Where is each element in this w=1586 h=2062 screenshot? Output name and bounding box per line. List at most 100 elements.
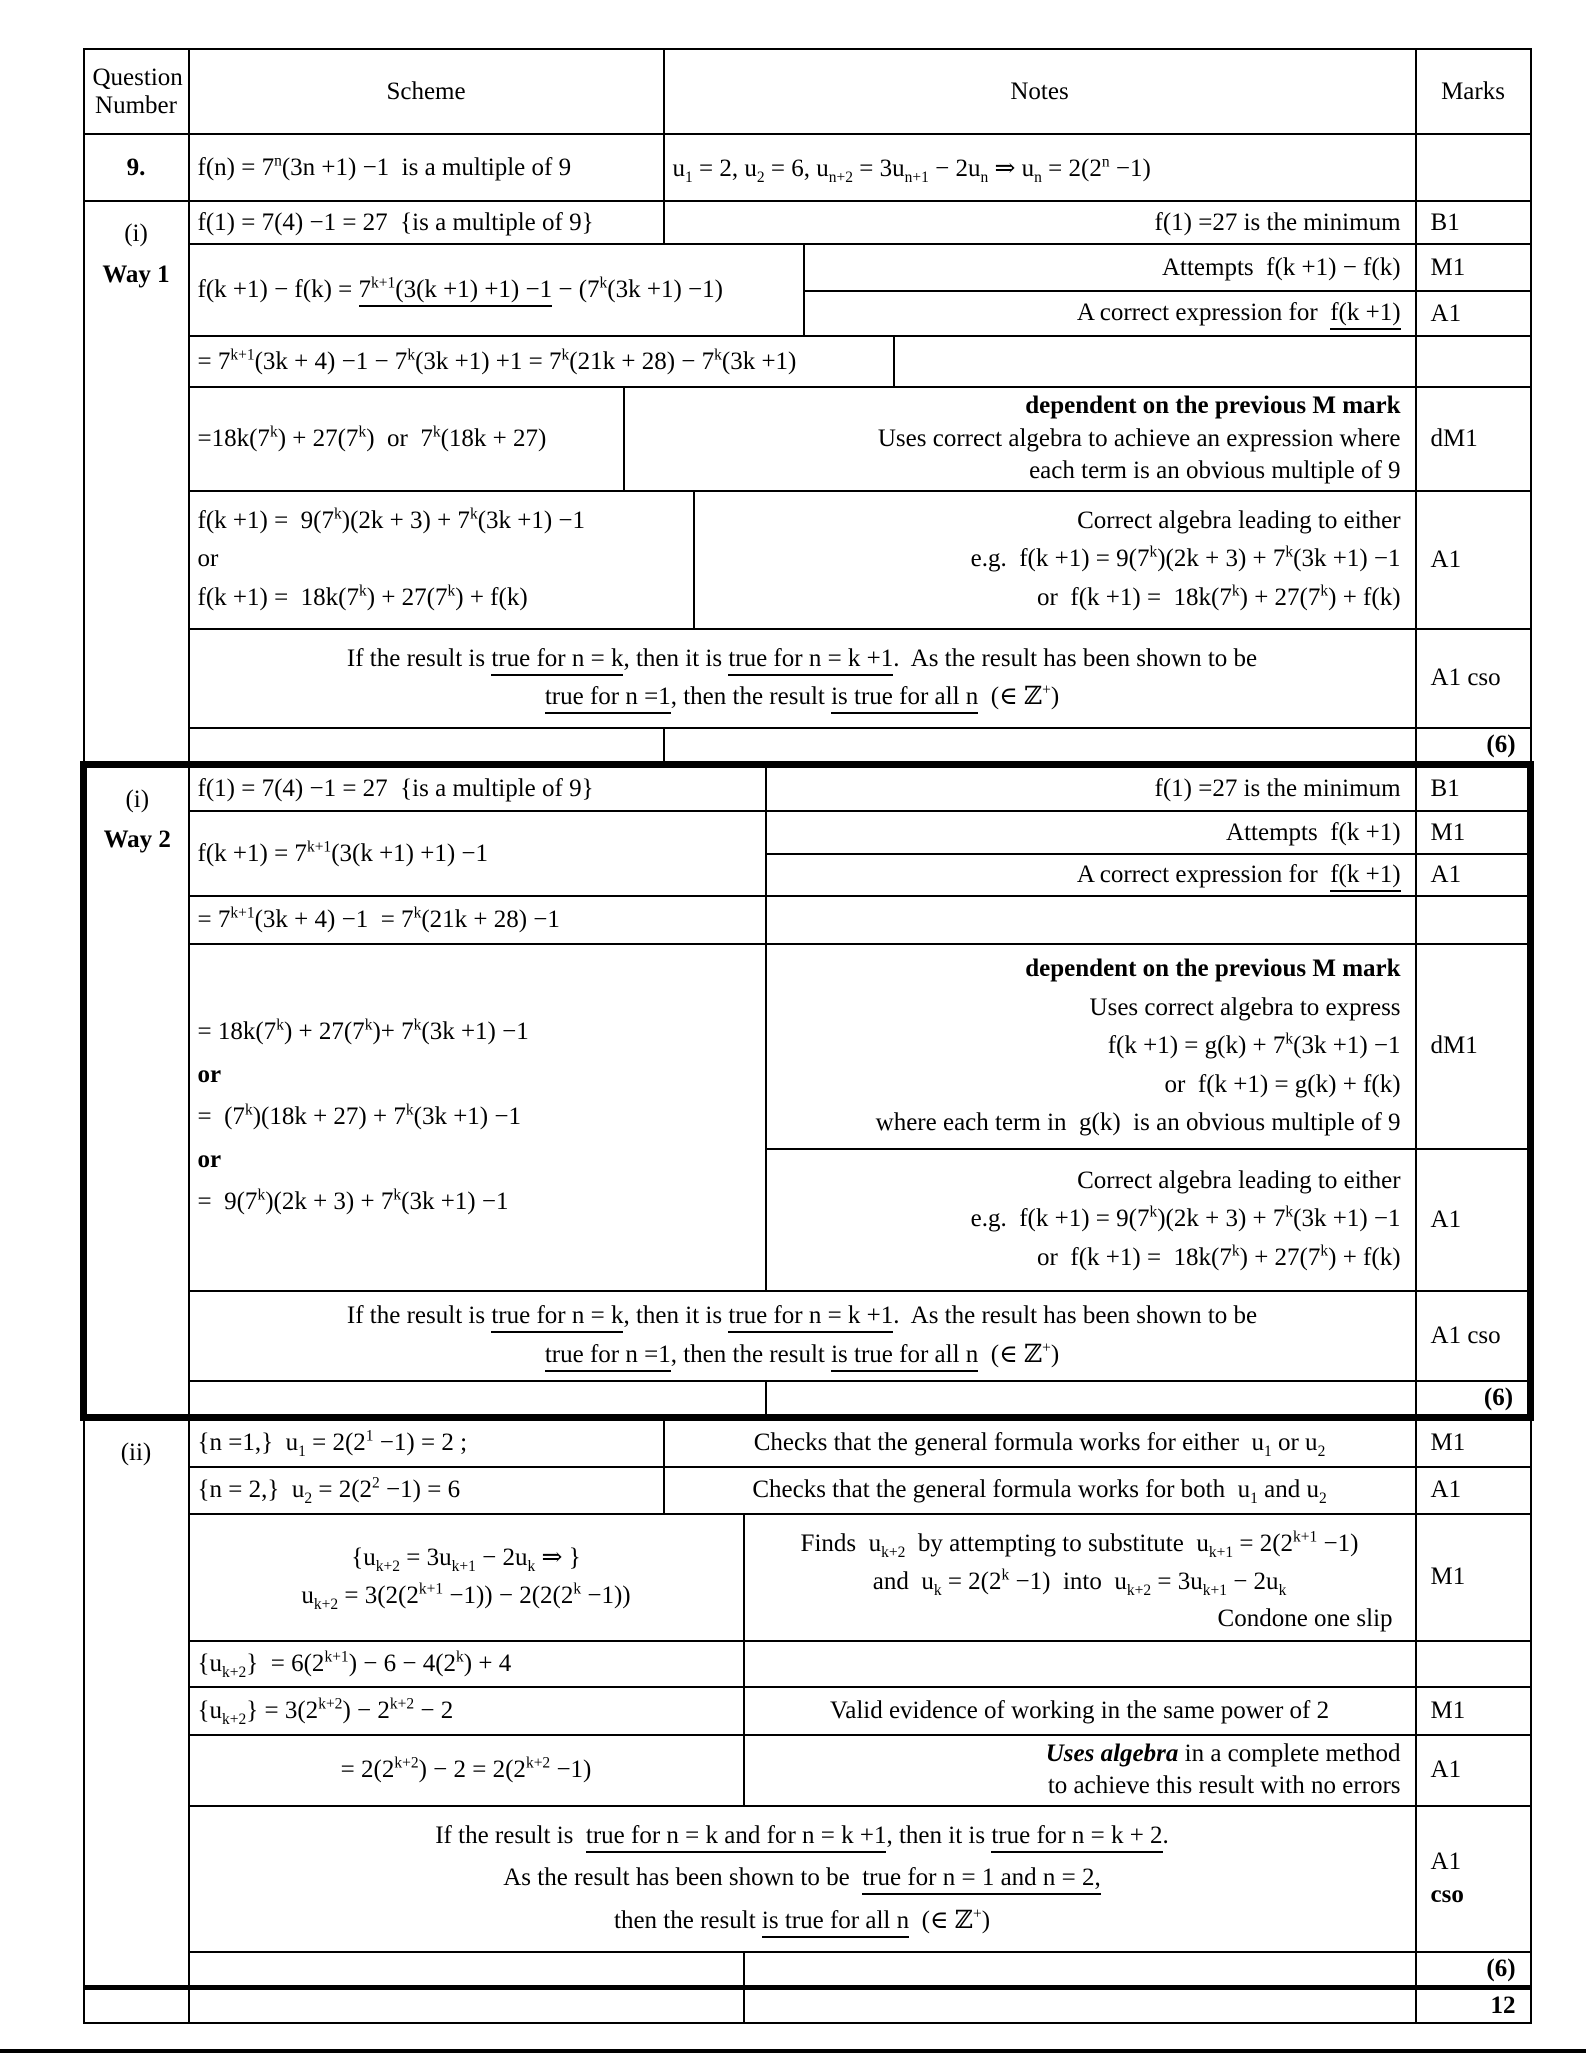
part2-m1-mark: M1: [1414, 1416, 1532, 1468]
part2-cso-mark: A1 cso: [1414, 1804, 1532, 1953]
part2-substitute-note: Finds uk+2 by attempting to substitute u…: [742, 1512, 1417, 1642]
way1-subtotal-empty1: [187, 726, 665, 765]
header-scheme: Scheme: [187, 48, 665, 135]
way2-m1-mark: M1: [1414, 810, 1535, 855]
way2-alg-mark: A1: [1414, 1147, 1535, 1292]
way1-dm1-scheme: =18k(7k) + 27(7k) or 7k(18k + 27): [187, 386, 625, 492]
part2-subtotal-empty2: [742, 1950, 1417, 1988]
part2-substitute-scheme: {uk+2 = 3uk+1 − 2uk ⇒ } uk+2 = 3(2(2k+1 −…: [187, 1512, 745, 1642]
way1-a1-note: A correct expression for f(k +1): [802, 290, 1417, 337]
way2-eq2-note-empty: [764, 895, 1417, 945]
way1-cso-mark: A1 cso: [1414, 627, 1532, 729]
total-marks: 12: [1414, 1984, 1532, 2024]
way1-dm1-row: =18k(7k) + 27(7k) or 7k(18k + 27) depend…: [84, 386, 1532, 492]
way1-b1-row: (i) Way 1 f(1) = 7(4) −1 = 27 {is a multi…: [82, 200, 1532, 765]
way2-m1-row: f(k +1) = 7k+1(3(k +1) +1) −1 Attempts f…: [84, 810, 1535, 897]
part2-power-mark: M1: [1414, 1685, 1532, 1736]
way1-subtotal: (6): [1414, 726, 1532, 765]
part2-eq1-note-empty: [742, 1639, 1417, 1688]
q9-scheme: f(n) = 7n(3n +1) −1 is a multiple of 9: [187, 133, 665, 202]
way2-subtotal-empty2: [764, 1379, 1417, 1421]
header-marks: Marks: [1414, 48, 1532, 135]
question-number: 9.: [82, 133, 190, 202]
way1-a1-mark: A1: [1414, 290, 1532, 337]
way2-m1-note: Attempts f(k +1): [764, 810, 1417, 855]
way2-cso-row: If the result is true for n = k, then it…: [84, 1289, 1535, 1382]
way2-cso-mark: A1 cso: [1414, 1289, 1535, 1382]
part2-m1-scheme: {n =1,} u1 = 2(21 −1) = 2 ;: [187, 1416, 665, 1468]
way2-a1-mark: A1: [1414, 853, 1535, 897]
way1-eq2-scheme: = 7k+1(3k + 4) −1 − 7k(3k +1) +1 = 7k(21…: [187, 335, 895, 388]
part2-algebra-mark: A1: [1414, 1733, 1532, 1807]
way1-dm1-note: dependent on the previous M mark Uses cor…: [622, 386, 1417, 492]
part2-a1-row: {n = 2,} u2 = 2(22 −1) = 6 Checks that t…: [84, 1465, 1532, 1515]
part2-m1-note: Checks that the general formula works fo…: [662, 1416, 1417, 1468]
part2-cso-row: If the result is true for n = k and for …: [84, 1804, 1532, 1953]
way1-eq2-row: = 7k+1(3k + 4) −1 − 7k(3k +1) +1 = 7k(21…: [84, 335, 1532, 388]
q9-marks-empty: [1414, 133, 1532, 202]
way2-subtotal-empty1: [187, 1379, 767, 1421]
header-question-number: Question Number: [82, 48, 190, 135]
way2-a1-note: A correct expression for f(k +1): [764, 853, 1417, 897]
way2-dm1-note: dependent on the previous M mark Uses cor…: [764, 943, 1417, 1150]
way1-subtotal-empty2: [662, 726, 1417, 765]
part2-substitute-note-footer: Condone one slip: [1217, 1604, 1393, 1632]
part2-eq1-scheme: {uk+2} = 6(2k+1) − 6 − 4(2k) + 4: [187, 1639, 745, 1688]
part2-substitute-mark: M1: [1414, 1512, 1532, 1642]
question-9-row: 9. f(n) = 7n(3n +1) −1 is a multiple of …: [82, 133, 1532, 202]
way1-cso-row: If the result is true for n = k, then it…: [84, 627, 1532, 729]
way2-subtotal: (6): [1414, 1379, 1535, 1421]
way2-b1-mark: B1: [1414, 760, 1535, 812]
part2-a1-mark: A1: [1414, 1465, 1532, 1515]
way1-alg-scheme: f(k +1) = 9(7k)(2k + 3) + 7k(3k +1) −1 or…: [187, 489, 695, 630]
way1-cso-statement: If the result is true for n = k, then it…: [187, 627, 1417, 729]
part2-power-scheme: {uk+2} = 3(2k+2) − 2k+2 − 2: [187, 1685, 745, 1736]
way1-b1-scheme: f(1) = 7(4) −1 = 27 {is a multiple of 9}: [187, 200, 665, 245]
way1-dm1-mark: dM1: [1414, 386, 1532, 492]
part2-part-label: (ii): [82, 1416, 190, 1988]
way2-part-label: (i) Way 2: [80, 760, 190, 1421]
total-empty-q: [82, 1984, 190, 2024]
way2-m1-scheme: f(k +1) = 7k+1(3(k +1) +1) −1: [187, 810, 767, 897]
way1-b1-mark: B1: [1414, 200, 1532, 245]
way2-a1-row: A correct expression for f(k +1) A1: [84, 853, 1535, 897]
way2-alg-row: Correct algebra leading to either e.g. f(…: [84, 1147, 1535, 1292]
way1-part-label: (i) Way 1: [82, 200, 190, 765]
way2-eq2-mark-empty: [1414, 895, 1535, 945]
part2-power-note: Valid evidence of working in the same po…: [742, 1685, 1417, 1736]
way1-m1-row: f(k +1) − f(k) = 7k+1(3(k +1) +1) −1 − (…: [84, 243, 1532, 337]
way2-dm1-row: = 18k(7k) + 27(7k)+ 7k(3k +1) −1 or = (7k)…: [84, 943, 1535, 1292]
part2-eq1-mark-empty: [1414, 1639, 1532, 1688]
way1-a1-row: A correct expression for f(k +1) A1: [84, 290, 1532, 337]
way2-b1-scheme: f(1) = 7(4) −1 = 27 {is a multiple of 9}: [187, 760, 767, 812]
part2-substitute-note-lines: Finds uk+2 by attempting to substitute u…: [800, 1528, 1359, 1599]
part2-subtotal-empty1: [187, 1950, 745, 1988]
part2-substitute-row: {uk+2 = 3uk+1 − 2uk ⇒ } uk+2 = 3(2(2k+1 −…: [84, 1512, 1532, 1642]
way2-b1-note: f(1) =27 is the minimum: [764, 760, 1417, 812]
mark-scheme-table: Question Number Scheme Notes Marks 9. f(…: [80, 48, 1535, 2024]
way2-subtotal-row: (6): [84, 1379, 1535, 1421]
way2-dm1-mark: dM1: [1414, 943, 1535, 1150]
part2-algebra-scheme: = 2(2k+2) − 2 = 2(2k+2 −1): [187, 1733, 745, 1807]
part2-m1-row: (ii) {n =1,} u1 = 2(21 −1) = 2 ; Checks …: [82, 1416, 1532, 1988]
way1-eq2-note-empty: [892, 335, 1417, 388]
table-header-row: Question Number Scheme Notes Marks: [82, 48, 1532, 135]
way2-b1-row: (i) Way 2 f(1) = 7(4) −1 = 27 {is a multi…: [80, 760, 1535, 1421]
way1-eq2-mark-empty: [1414, 335, 1532, 388]
total-empty-notes: [742, 1984, 1417, 2024]
way2-eq2-row: = 7k+1(3k + 4) −1 = 7k(21k + 28) −1: [84, 895, 1535, 945]
way1-m1-mark: M1: [1414, 243, 1532, 292]
way2-cso-statement: If the result is true for n = k, then it…: [187, 1289, 1417, 1382]
part2-eq1-row: {uk+2} = 6(2k+1) − 6 − 4(2k) + 4: [84, 1639, 1532, 1688]
page-bottom-rule: [0, 2049, 1586, 2053]
part2-cso-statement: If the result is true for n = k and for …: [187, 1804, 1417, 1953]
way1-alg-mark: A1: [1414, 489, 1532, 630]
way2-eq2-scheme: = 7k+1(3k + 4) −1 = 7k(21k + 28) −1: [187, 895, 767, 945]
total-row: 12: [82, 1984, 1532, 2024]
q9-note: u1 = 2, u2 = 6, un+2 = 3un+1 − 2un ⇒ un …: [662, 133, 1417, 202]
part2-a1-note: Checks that the general formula works fo…: [662, 1465, 1417, 1515]
part2-algebra-note: Uses algebra in a complete method to achi…: [742, 1733, 1417, 1807]
way1-alg-row: f(k +1) = 9(7k)(2k + 3) + 7k(3k +1) −1 or…: [84, 489, 1532, 630]
way2-alg-note: Correct algebra leading to either e.g. f(…: [764, 1147, 1417, 1292]
